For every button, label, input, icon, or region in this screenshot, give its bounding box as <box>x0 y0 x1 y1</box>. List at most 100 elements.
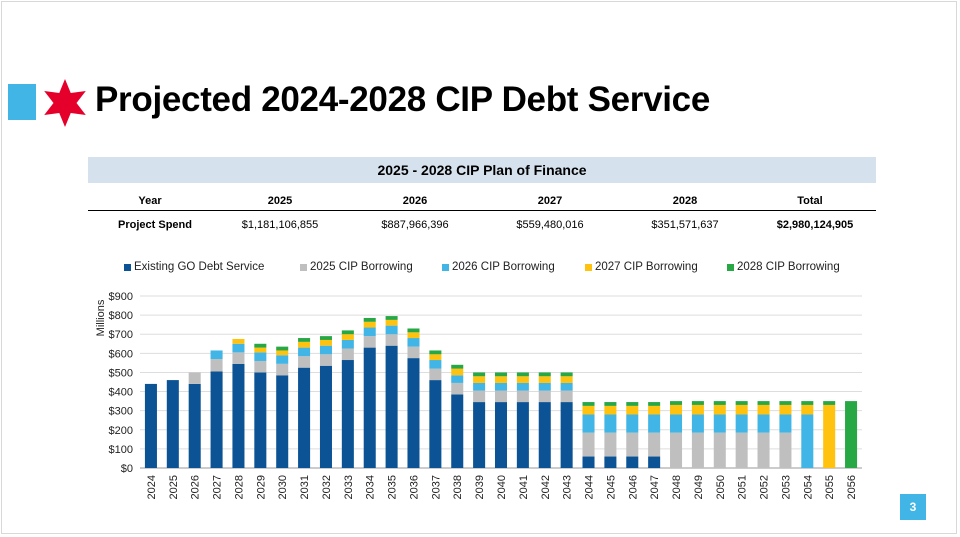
bar-segment <box>188 383 201 468</box>
legend-label: 2026 CIP Borrowing <box>452 261 555 273</box>
bar-segment <box>385 334 398 346</box>
bar-segment <box>276 375 289 468</box>
x-tick-label: 2051 <box>737 475 749 499</box>
bar-segment <box>691 414 704 433</box>
bar-segment <box>451 375 464 383</box>
bar-segment <box>538 390 551 403</box>
bar-segment <box>363 317 376 322</box>
bar-segment <box>276 350 289 356</box>
y-tick-label: $900 <box>109 291 133 303</box>
bar-segment <box>713 404 726 415</box>
bar-segment <box>451 382 464 395</box>
bar-segment <box>232 339 245 344</box>
bar-segment <box>210 350 223 360</box>
x-tick-label: 2035 <box>387 475 399 499</box>
bar-segment <box>494 376 508 383</box>
bar-segment <box>626 405 639 415</box>
bar-segment <box>473 382 486 391</box>
bar-segment <box>298 338 311 342</box>
bar-segment <box>473 376 486 383</box>
x-tick-label: 2055 <box>824 475 836 499</box>
y-tick-label: $800 <box>109 310 133 322</box>
bar-segment <box>429 354 442 361</box>
bar-segment <box>801 414 814 468</box>
y-tick-label: $400 <box>109 387 133 399</box>
bar-segment <box>298 367 311 468</box>
bar-segment <box>516 382 529 391</box>
bar-segment <box>582 405 595 415</box>
x-tick-label: 2050 <box>715 475 727 499</box>
bar-segment <box>626 432 639 457</box>
legend-swatch <box>442 263 449 271</box>
table-rule <box>88 210 876 211</box>
bar-segment <box>232 343 245 353</box>
bar-segment <box>779 414 792 433</box>
table-cell-2027: $559,480,016 <box>516 219 584 231</box>
bar-segment <box>385 316 398 320</box>
bar-segment <box>254 360 267 373</box>
bar-segment <box>363 327 376 337</box>
bar-segment <box>319 365 332 468</box>
x-tick-label: 2044 <box>584 475 596 499</box>
bar-segment <box>341 339 354 349</box>
bar-segment <box>691 432 704 468</box>
x-tick-label: 2048 <box>671 475 683 499</box>
bar-segment <box>691 401 704 405</box>
x-tick-label: 2030 <box>277 475 289 499</box>
bar-segment <box>823 401 836 405</box>
bar-segment <box>713 414 726 433</box>
bar-segment <box>757 414 770 433</box>
table-cell-total: $2,980,124,905 <box>776 219 854 231</box>
bar-segment <box>319 354 332 366</box>
bar-segment <box>166 380 179 468</box>
x-tick-label: 2049 <box>693 475 705 499</box>
bar-segment <box>429 368 442 381</box>
bar-segment <box>670 401 683 405</box>
bar-segment <box>385 325 398 335</box>
table-header-total: Total <box>797 195 823 207</box>
bar-segment <box>538 402 551 468</box>
six-point-star-icon <box>44 79 86 127</box>
bar-segment <box>604 405 617 415</box>
table-header-2026: 2026 <box>402 195 428 207</box>
bar-segment <box>363 336 376 348</box>
legend-swatch <box>300 263 307 271</box>
bar-segment <box>757 401 770 405</box>
bar-segment <box>582 402 595 406</box>
x-tick-label: 2039 <box>474 475 486 499</box>
x-tick-label: 2040 <box>496 475 508 499</box>
legend-item-existing-go: Existing GO Debt Service <box>124 261 264 273</box>
legend-item-2028-cip: 2028 CIP Borrowing <box>727 261 840 273</box>
bar-segment <box>516 390 529 403</box>
bar-segment <box>604 456 617 468</box>
bar-segment <box>757 432 770 468</box>
bar-segment <box>276 346 289 351</box>
bar-segment <box>341 334 354 340</box>
bar-segment <box>626 414 639 433</box>
x-tick-label: 2028 <box>233 475 245 499</box>
table-header-year: Year <box>138 195 162 207</box>
bar-segment <box>407 338 420 347</box>
table-row-label: Project Spend <box>118 219 192 231</box>
bar-segment <box>670 414 683 433</box>
x-tick-label: 2041 <box>518 475 530 499</box>
x-tick-label: 2052 <box>759 475 771 499</box>
bar-segment <box>407 346 420 359</box>
bar-segment <box>188 372 201 384</box>
bar-segment <box>735 404 748 415</box>
y-tick-label: $600 <box>109 348 133 360</box>
bar-segment <box>232 352 245 364</box>
x-tick-label: 2043 <box>562 475 574 499</box>
bar-segment <box>582 414 595 433</box>
bar-segment <box>276 355 289 364</box>
x-tick-label: 2026 <box>190 475 202 499</box>
bar-segment <box>735 401 748 405</box>
bar-segment <box>648 414 661 433</box>
bar-segment <box>363 347 376 468</box>
y-tick-label: $200 <box>109 425 133 437</box>
bar-segment <box>604 414 617 433</box>
bar-segment <box>560 376 573 383</box>
bar-segment <box>560 390 573 403</box>
bar-segment <box>363 321 376 328</box>
